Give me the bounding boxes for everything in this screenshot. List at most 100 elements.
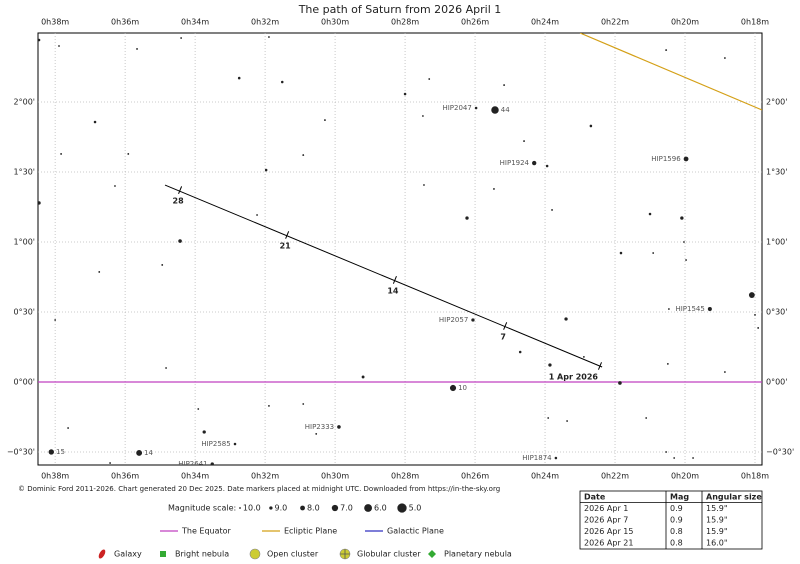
table-cell: 15.9"	[706, 504, 728, 513]
x-tick-label: 0h28m	[391, 472, 419, 481]
x-tick-label: 0h34m	[181, 18, 209, 27]
magnitude-label: 9.0	[275, 504, 288, 513]
star	[422, 115, 424, 117]
legend-label: Globular cluster	[357, 550, 421, 559]
star	[178, 239, 182, 243]
star	[268, 405, 270, 407]
legend-label: Bright nebula	[175, 550, 229, 559]
plot-area: HIP2047 44 HIP1924 HIP1596 HIP1545 HIP2057 10 H…	[38, 33, 762, 465]
x-tick-label: 0h30m	[321, 472, 349, 481]
star	[707, 307, 712, 312]
magnitude-dot	[300, 505, 305, 511]
chart-title: The path of Saturn from 2026 April 1	[298, 3, 502, 16]
star	[724, 57, 726, 59]
magnitude-label: 7.0	[340, 504, 353, 513]
legend-label: Open cluster	[267, 550, 319, 559]
magnitude-label: 8.0	[307, 504, 320, 513]
magnitude-label: 10.0	[243, 504, 261, 513]
table-cell: 15.9"	[706, 516, 728, 525]
x-tick-label: 0h38m	[41, 472, 69, 481]
x-tick-label: 0h36m	[111, 18, 139, 27]
legend-symbol	[340, 549, 350, 559]
table-header: Angular size	[706, 492, 762, 501]
y-tick-label: −0°30'	[7, 447, 35, 456]
y-tick-label: 0°00'	[14, 377, 35, 386]
star-label: HIP2057	[439, 316, 468, 324]
star	[465, 216, 469, 220]
plot-frame	[37, 32, 763, 466]
x-tick-label: 0h32m	[251, 472, 279, 481]
star	[98, 271, 101, 273]
star	[109, 462, 111, 464]
star	[518, 350, 522, 354]
star	[161, 264, 164, 266]
y-tick-label: 1°30'	[14, 168, 35, 177]
star	[757, 327, 760, 329]
star	[268, 36, 270, 38]
legend-symbol	[249, 548, 261, 560]
star	[668, 308, 670, 310]
x-tick-label: 0h30m	[321, 18, 349, 27]
star	[54, 319, 57, 321]
date-label: 28	[173, 197, 185, 206]
x-tick-label: 0h34m	[181, 472, 209, 481]
table-cell: 2026 Apr 7	[584, 516, 628, 525]
star	[548, 363, 552, 367]
star-label: 10	[458, 384, 467, 392]
star-label: 44	[501, 106, 510, 114]
star	[302, 154, 305, 156]
legend-symbol	[428, 550, 436, 558]
star	[680, 216, 684, 220]
star	[754, 314, 756, 316]
table-cell: 2026 Apr 21	[584, 539, 633, 548]
star	[202, 430, 206, 434]
star	[582, 356, 585, 358]
star	[648, 212, 652, 216]
ecliptic-line	[579, 33, 762, 111]
star	[361, 375, 365, 379]
x-tick-label: 0h20m	[671, 18, 699, 27]
date-marker	[392, 276, 397, 284]
table-cell: 15.9"	[706, 527, 728, 536]
table-cell: 0.9	[670, 504, 683, 513]
magnitude-label: 6.0	[374, 504, 387, 513]
star	[545, 164, 549, 168]
star	[645, 417, 648, 419]
magnitude-dot	[239, 507, 241, 509]
date-label: 1 Apr 2026	[549, 373, 599, 382]
star	[165, 367, 167, 369]
star	[210, 462, 214, 465]
date-label: 21	[280, 242, 292, 251]
star	[547, 417, 550, 419]
star	[471, 318, 475, 322]
legend-symbol	[160, 551, 166, 557]
star	[280, 80, 284, 84]
star	[493, 188, 495, 190]
x-tick-label: 0h22m	[601, 18, 629, 27]
legend-label: Galactic Plane	[387, 527, 444, 536]
star-label: HIP2047	[442, 104, 471, 112]
star	[127, 153, 130, 155]
magnitude-dot	[397, 503, 407, 513]
date-marker	[178, 186, 183, 194]
star	[666, 363, 669, 365]
star	[652, 252, 655, 254]
table-header: Mag	[670, 492, 689, 501]
star	[491, 106, 499, 114]
star	[683, 156, 689, 162]
legend-label: Planetary nebula	[444, 550, 512, 559]
x-tick-label: 0h36m	[111, 472, 139, 481]
star-label: HIP1545	[675, 305, 704, 313]
star	[618, 381, 622, 385]
x-tick-label: 0h26m	[461, 18, 489, 27]
x-tick-label: 0h20m	[671, 472, 699, 481]
x-tick-label: 0h18m	[741, 472, 769, 481]
x-tick-label: 0h22m	[601, 472, 629, 481]
table-cell: 0.8	[670, 539, 683, 548]
table-cell: 0.9	[670, 516, 683, 525]
star	[403, 92, 407, 96]
star	[685, 259, 687, 261]
star-label: HIP2333	[305, 423, 334, 431]
star	[136, 48, 138, 50]
